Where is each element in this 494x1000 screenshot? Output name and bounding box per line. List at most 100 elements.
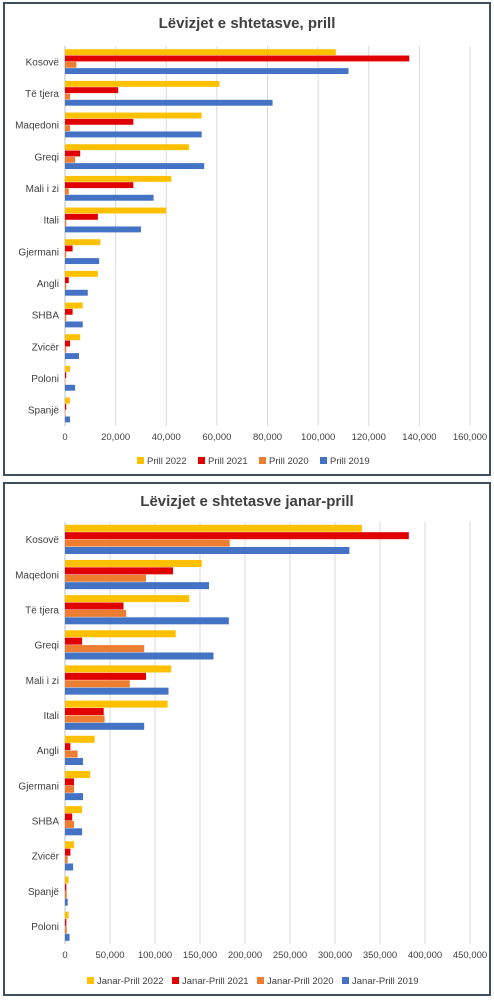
category-label: Angli xyxy=(37,746,59,757)
bar xyxy=(65,156,76,163)
bar xyxy=(65,251,67,258)
chart-prill: Lëvizjet e shtetasve, prill 0 20,000 40,00… xyxy=(15,15,487,467)
bar xyxy=(65,919,67,927)
bar xyxy=(65,289,88,296)
bar xyxy=(65,340,71,347)
bar xyxy=(65,131,202,138)
x-tick-label: 60,000 xyxy=(202,432,231,443)
bar xyxy=(65,403,67,410)
legend-label: Janar-Prill 2021 xyxy=(182,976,249,987)
category-label: Të tjera xyxy=(25,605,59,616)
legend-label: Prill 2021 xyxy=(208,456,248,467)
chart-panel-janar-prill: Lëvizjet e shtetasve janar-prill 0 50,000… xyxy=(3,482,491,996)
bar xyxy=(65,785,74,793)
category-label: Maqedoni xyxy=(15,570,59,581)
category-label: SHBA xyxy=(32,311,60,322)
bar xyxy=(65,365,71,372)
category-label: Zvicër xyxy=(32,342,60,353)
bar xyxy=(65,672,146,680)
x-tick-label: 40,000 xyxy=(152,432,181,443)
legend-label: Prill 2022 xyxy=(147,456,187,467)
bar xyxy=(65,602,124,610)
legend-swatch xyxy=(172,977,179,984)
x-tick-label: 80,000 xyxy=(253,432,282,443)
bar xyxy=(65,220,67,227)
legend-label: Janar-Prill 2019 xyxy=(352,976,419,987)
bar xyxy=(65,700,168,708)
legend-label: Prill 2019 xyxy=(330,456,370,467)
bar xyxy=(65,687,169,695)
category-label: Angli xyxy=(37,279,59,290)
bar xyxy=(65,863,74,871)
bar xyxy=(65,144,190,151)
chart-title: Lëvizjet e shtetasve, prill xyxy=(159,15,336,32)
x-tick-label: 20,000 xyxy=(101,432,130,443)
bar xyxy=(65,87,119,94)
bar xyxy=(65,308,73,315)
x-tick-label: 0 xyxy=(62,950,67,961)
x-tick-label: 200,000 xyxy=(228,950,262,961)
bar xyxy=(65,559,202,567)
bar xyxy=(65,99,273,106)
bar xyxy=(65,637,83,645)
bar xyxy=(65,806,83,814)
category-label: Spanjë xyxy=(28,406,60,417)
bar xyxy=(65,118,134,125)
legend-label: Prill 2020 xyxy=(269,456,309,467)
bar xyxy=(65,813,73,821)
category-label: Maqedoni xyxy=(15,121,59,132)
bar xyxy=(65,334,81,341)
legend-label: Janar-Prill 2022 xyxy=(97,976,164,987)
bar xyxy=(65,770,91,778)
bar xyxy=(65,617,229,625)
bar xyxy=(65,743,71,751)
bar xyxy=(65,609,127,617)
bar xyxy=(65,80,220,87)
bar xyxy=(65,150,81,157)
legend-swatch xyxy=(87,977,94,984)
bar xyxy=(65,911,69,919)
category-label: SHBA xyxy=(32,816,60,827)
category-label: Gjermani xyxy=(18,247,59,258)
category-label: Zvicër xyxy=(32,852,60,863)
bar xyxy=(65,175,172,182)
bar xyxy=(65,665,172,673)
legend-swatch xyxy=(257,977,264,984)
bar xyxy=(65,546,350,554)
category-label: Greqi xyxy=(35,641,59,652)
x-tick-label: 400,000 xyxy=(408,950,442,961)
bar xyxy=(65,722,145,730)
category-label: Poloni xyxy=(31,922,59,933)
bar xyxy=(65,239,101,246)
bar xyxy=(65,680,130,688)
x-tick-label: 0 xyxy=(62,432,67,443)
x-tick-label: 100,000 xyxy=(301,432,335,443)
bar xyxy=(65,321,83,328)
chart-panel-prill: Lëvizjet e shtetasve, prill 0 20,000 40,00… xyxy=(3,2,491,476)
bar xyxy=(65,378,66,385)
bar xyxy=(65,353,79,360)
bar xyxy=(65,283,67,290)
category-label: Itali xyxy=(43,216,59,227)
chart-janar-prill: Lëvizjet e shtetasve janar-prill 0 50,000… xyxy=(15,493,487,987)
bar xyxy=(65,574,146,582)
bar xyxy=(65,384,76,391)
bar xyxy=(65,848,71,856)
x-tick-label: 250,000 xyxy=(273,950,307,961)
category-label: Mali i zi xyxy=(26,676,59,687)
x-tick-label: 120,000 xyxy=(352,432,386,443)
category-label: Spanjë xyxy=(28,887,60,898)
bar xyxy=(65,188,69,195)
x-tick-label: 50,000 xyxy=(95,950,124,961)
bar xyxy=(65,778,74,786)
bar xyxy=(65,645,145,653)
category-label: Itali xyxy=(43,711,59,722)
bar xyxy=(65,652,214,660)
bar xyxy=(65,876,69,884)
bar xyxy=(65,245,73,252)
x-tick-label: 350,000 xyxy=(363,950,397,961)
x-tick-label: 160,000 xyxy=(453,432,487,443)
bar xyxy=(65,630,176,638)
category-label: Poloni xyxy=(31,374,59,385)
bar xyxy=(65,207,167,214)
